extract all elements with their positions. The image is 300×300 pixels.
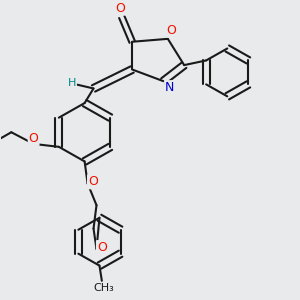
Text: O: O (97, 241, 107, 254)
Text: O: O (88, 176, 98, 188)
Text: CH₃: CH₃ (94, 283, 115, 293)
Text: O: O (29, 132, 38, 145)
Text: O: O (115, 2, 125, 15)
Text: H: H (68, 78, 76, 88)
Text: N: N (165, 81, 175, 94)
Text: O: O (167, 24, 176, 37)
